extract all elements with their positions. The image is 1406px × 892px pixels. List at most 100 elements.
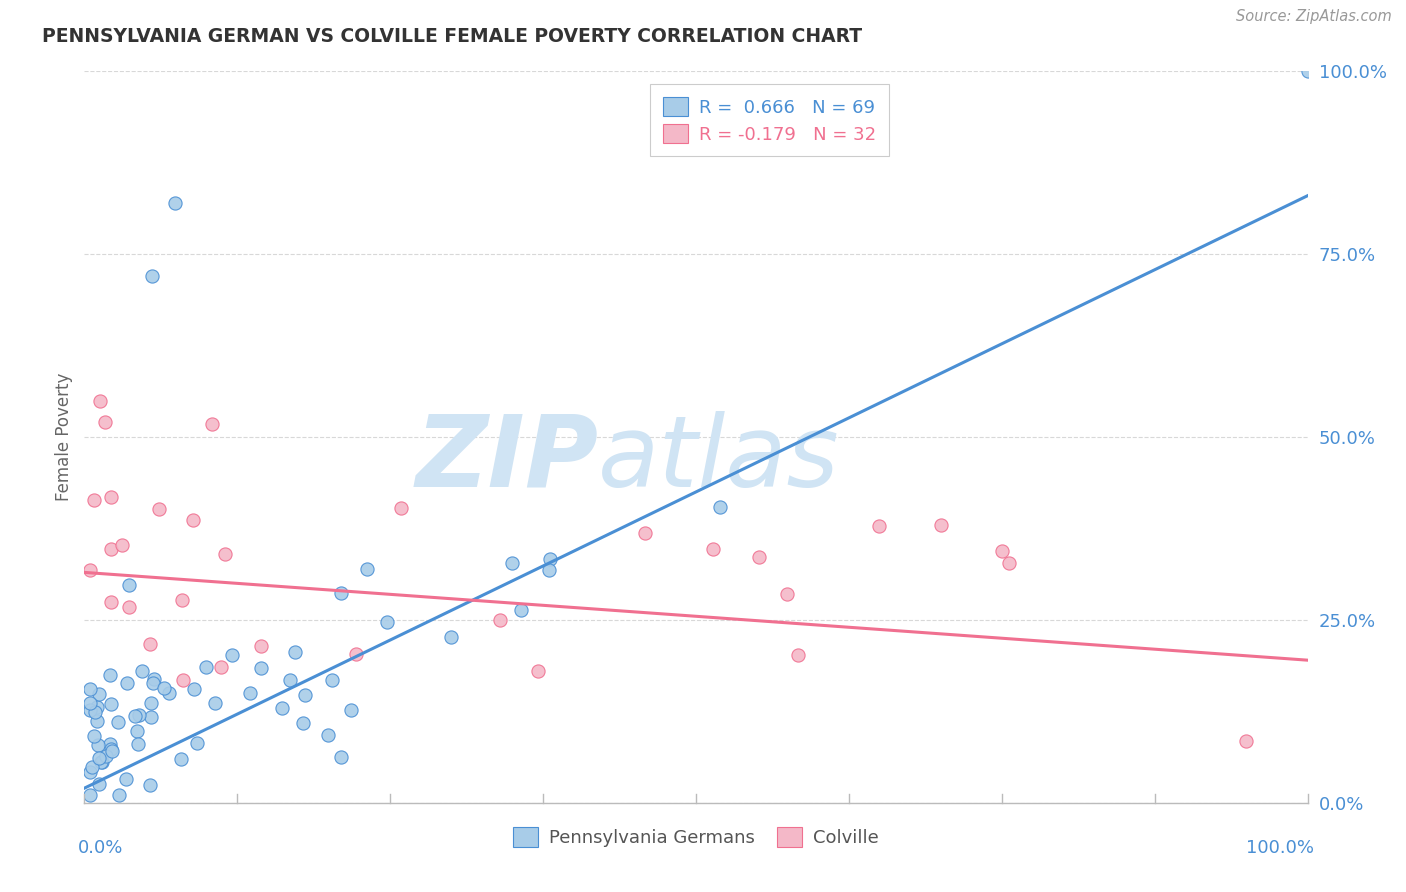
Point [634, 526, 657, 541]
Point [709, 500, 731, 514]
Point [249, 661, 271, 675]
Point [79, 563, 101, 577]
Point [527, 665, 550, 679]
Legend: Pennsylvania Germans, Colville: Pennsylvania Germans, Colville [501, 814, 891, 860]
Point [284, 644, 307, 658]
Point [270, 701, 292, 715]
Point [1236, 733, 1258, 747]
Text: 100.0%: 100.0% [1246, 839, 1313, 857]
Point [991, 544, 1014, 558]
Point [141, 710, 163, 724]
Point [118, 599, 141, 614]
Point [89, 393, 111, 408]
Point [291, 715, 314, 730]
Point [79, 789, 101, 803]
Point [127, 724, 149, 739]
Y-axis label: Female Poverty: Female Poverty [55, 373, 73, 501]
Point [201, 417, 224, 431]
Point [89, 777, 111, 791]
Point [163, 196, 186, 211]
Point [100, 742, 122, 756]
Point [100, 541, 122, 556]
Point [139, 636, 162, 650]
Point [93, 416, 115, 430]
Point [329, 750, 352, 764]
Point [321, 673, 343, 687]
Point [139, 778, 162, 792]
Text: PENNSYLVANIA GERMAN VS COLVILLE FEMALE POVERTY CORRELATION CHART: PENNSYLVANIA GERMAN VS COLVILLE FEMALE P… [42, 27, 862, 45]
Point [86, 700, 108, 714]
Point [148, 502, 170, 516]
Point [502, 556, 524, 570]
Point [79, 765, 101, 780]
Point [90, 755, 112, 769]
Point [389, 501, 412, 516]
Point [89, 751, 111, 765]
Point [90, 755, 112, 769]
Point [79, 682, 101, 697]
Point [87, 738, 110, 752]
Point [100, 744, 122, 758]
Point [87, 687, 110, 701]
Point [183, 682, 205, 697]
Point [538, 563, 561, 577]
Point [702, 541, 724, 556]
Point [488, 613, 510, 627]
Point [330, 586, 353, 600]
Point [356, 561, 378, 575]
Point [111, 538, 134, 552]
Point [440, 630, 463, 644]
Point [221, 648, 243, 662]
Point [98, 737, 121, 751]
Point [194, 660, 217, 674]
Point [787, 648, 810, 662]
Point [141, 269, 163, 284]
Point [183, 513, 205, 527]
Point [340, 703, 363, 717]
Point [96, 748, 118, 763]
Point [172, 593, 194, 607]
Point [748, 550, 770, 565]
Point [79, 703, 101, 717]
Point [115, 675, 138, 690]
Point [127, 738, 149, 752]
Text: ZIP: ZIP [415, 410, 598, 508]
Point [83, 729, 105, 743]
Point [142, 672, 165, 686]
Point [79, 697, 101, 711]
Point [84, 705, 107, 719]
Point [214, 547, 236, 561]
Point [83, 493, 105, 508]
Point [316, 728, 339, 742]
Point [510, 603, 533, 617]
Point [869, 519, 891, 533]
Point [142, 675, 165, 690]
Point [98, 668, 121, 682]
Point [844, 87, 866, 101]
Point [86, 714, 108, 728]
Point [278, 673, 301, 688]
Point [131, 664, 153, 678]
Point [80, 760, 103, 774]
Point [107, 789, 129, 803]
Point [115, 772, 138, 786]
Point [100, 697, 122, 711]
Point [929, 517, 952, 532]
Point [128, 708, 150, 723]
Text: atlas: atlas [598, 410, 839, 508]
Point [153, 681, 176, 695]
Point [344, 648, 367, 662]
Point [294, 688, 316, 702]
Point [1296, 64, 1319, 78]
Point [250, 639, 273, 653]
Text: 0.0%: 0.0% [79, 839, 124, 857]
Point [107, 715, 129, 730]
Point [100, 490, 122, 504]
Point [209, 660, 232, 674]
Point [776, 587, 799, 601]
Point [172, 673, 194, 688]
Point [141, 696, 163, 710]
Point [100, 595, 122, 609]
Point [204, 696, 226, 710]
Point [124, 709, 146, 723]
